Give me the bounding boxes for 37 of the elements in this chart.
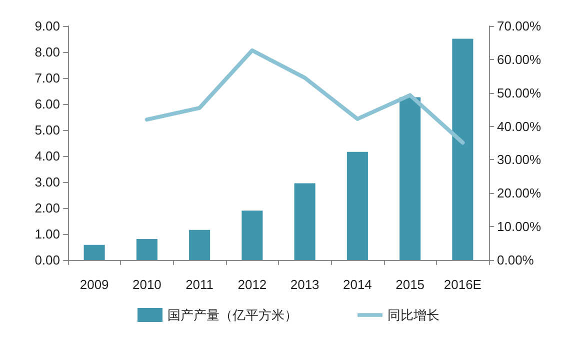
y-tick-label: 7.00 — [34, 70, 60, 86]
y2-tick-label: 0.00% — [497, 252, 534, 268]
y-tick-label: 5.00 — [34, 122, 60, 138]
bar — [294, 183, 316, 260]
y2-tick-label: 60.00% — [497, 52, 542, 67]
legend-label: 同比增长 — [388, 308, 440, 322]
y-tick-label: 6.00 — [34, 96, 60, 112]
bar — [84, 244, 105, 260]
legend-label: 国产产量（亿平方米） — [168, 308, 298, 322]
y-tick-label: 1.00 — [34, 226, 60, 242]
x-tick-label: 2014 — [342, 277, 372, 292]
y-tick-label: 0.00 — [34, 252, 60, 268]
x-tick-label: 2009 — [80, 277, 109, 292]
y2-tick-label: 10.00% — [497, 219, 542, 234]
y2-tick-label: 20.00% — [497, 186, 542, 201]
x-tick-label: 2010 — [132, 277, 162, 292]
bar — [452, 38, 474, 260]
y-tick-label: 3.00 — [34, 174, 60, 190]
bar — [400, 97, 421, 260]
x-tick-label: 2013 — [290, 277, 320, 292]
line-series — [144, 48, 465, 145]
y2-tick-label: 70.00% — [497, 18, 542, 34]
y2-tick-label: 40.00% — [497, 118, 542, 134]
y-tick-label: 8.00 — [34, 44, 60, 60]
x-tick-label: 2015 — [396, 277, 425, 292]
x-tick-label: 2016E — [444, 277, 482, 292]
x-tick-label: 2011 — [186, 277, 214, 292]
y-tick-label: 9.00 — [34, 18, 60, 34]
bar — [136, 238, 158, 260]
bar — [189, 230, 210, 260]
bar — [242, 210, 263, 260]
y2-tick-label: 30.00% — [497, 152, 542, 168]
x-tick-label: 2012 — [238, 277, 267, 292]
y2-tick-label: 50.00% — [497, 85, 542, 100]
y-tick-label: 2.00 — [34, 200, 60, 216]
bar — [346, 152, 368, 260]
y-tick-label: 4.00 — [34, 148, 60, 164]
